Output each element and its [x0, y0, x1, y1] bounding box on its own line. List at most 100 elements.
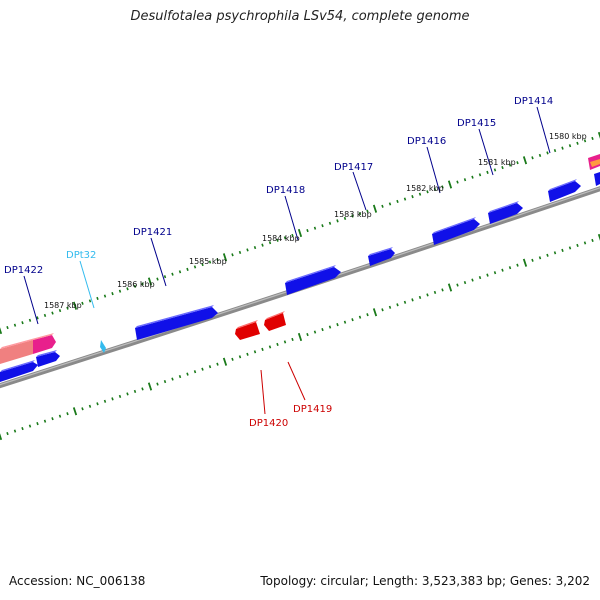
gene-dp1417[interactable]: [368, 249, 395, 266]
reverse-tick: [463, 280, 467, 285]
forward-tick: [358, 212, 362, 216]
gene-dp1414[interactable]: [548, 181, 581, 202]
reverse-tick: [583, 241, 587, 245]
reverse-tick: [36, 422, 39, 426]
label-dp1417[interactable]: DP1417: [334, 162, 373, 173]
gene-dp1415[interactable]: [488, 203, 523, 224]
forward-tick: [261, 243, 264, 247]
reverse-tick: [418, 295, 422, 299]
gene-dp1418[interactable]: [285, 267, 341, 295]
forward-tick: [156, 277, 159, 281]
gene-dp1421[interactable]: [135, 307, 218, 340]
reverse-tick: [426, 293, 429, 297]
forward-tick: [321, 224, 324, 228]
trna-dpt32[interactable]: [100, 340, 106, 353]
forward-tick: [81, 301, 84, 305]
forward-tick: [58, 309, 62, 313]
label-dp1415[interactable]: DP1415: [457, 118, 496, 129]
forward-tick: [343, 216, 347, 221]
forward-tick: [118, 289, 122, 293]
scale-label-1585: 1585 kbp: [189, 257, 227, 266]
reverse-tick: [13, 429, 17, 433]
forward-tick: [561, 146, 564, 150]
reverse-tick: [471, 278, 474, 282]
forward-tick: [6, 325, 9, 330]
reverse-tick: [171, 377, 174, 381]
reverse-tick: [186, 372, 189, 376]
label-dp1418[interactable]: DP1418: [266, 185, 305, 196]
forward-tick: [111, 292, 114, 296]
label-dp1422[interactable]: DP1422: [4, 265, 43, 276]
scale-label-1587: 1587 kbp: [44, 301, 82, 310]
reverse-tick-marks: [0, 233, 600, 441]
label-dp1419[interactable]: DP1419: [293, 404, 332, 415]
gene-labels: DP1414 DP1415 DP1416 DP1417 DP1418 DP142…: [4, 96, 553, 429]
forward-tick: [283, 236, 287, 240]
reverse-tick: [51, 417, 54, 421]
reverse-tick: [538, 256, 542, 260]
gene-dp1421-left[interactable]: [36, 352, 60, 367]
forward-tick: [103, 294, 107, 298]
gene-edge-right[interactable]: [594, 172, 600, 186]
reverse-tick: [261, 347, 264, 351]
highlighted-feature[interactable]: [0, 154, 600, 364]
forward-tick: [141, 282, 144, 286]
forward-tick: [246, 248, 249, 252]
reverse-tick: [222, 357, 228, 366]
forward-tick: [456, 180, 459, 184]
label-dp1414[interactable]: DP1414: [514, 96, 553, 107]
reverse-tick: [111, 397, 114, 401]
gene-dp1420[interactable]: [235, 322, 260, 340]
forward-tick: [276, 238, 279, 242]
reverse-tick: [372, 308, 378, 317]
reverse-tick: [126, 392, 129, 396]
forward-tick: [597, 131, 600, 139]
reverse-tick: [96, 402, 99, 406]
gene-dp1416[interactable]: [432, 219, 480, 245]
forward-tick: [66, 306, 69, 310]
reverse-tick: [178, 375, 182, 379]
forward-tick: [568, 144, 572, 148]
label-dp1420[interactable]: DP1420: [249, 418, 288, 429]
reverse-tick: [193, 370, 197, 374]
scale-label-1580: 1580 kbp: [549, 132, 587, 141]
scale-label-1586: 1586 kbp: [117, 280, 155, 289]
reverse-tick: [147, 382, 153, 391]
forward-tick: [538, 153, 542, 157]
reverse-tick: [351, 318, 354, 322]
reverse-tick: [238, 355, 242, 359]
accession-text: Accession: NC_006138: [9, 574, 146, 588]
forward-tick: [372, 204, 378, 213]
reverse-tick: [411, 298, 414, 302]
forward-tick: [336, 219, 339, 223]
forward-tick: [163, 275, 167, 279]
forward-tick: [178, 270, 182, 274]
reverse-tick: [231, 357, 234, 361]
reverse-tick: [246, 352, 249, 356]
forward-tick: [193, 265, 197, 269]
forward-tick: [403, 197, 407, 201]
forward-tick: [21, 321, 24, 325]
forward-tick: [553, 148, 557, 153]
reverse-tick: [403, 300, 407, 304]
reverse-tick: [291, 337, 294, 342]
reverse-tick: [276, 342, 279, 347]
reverse-tick: [456, 283, 459, 287]
reverse-tick: [561, 248, 564, 252]
forward-tick: [486, 170, 489, 174]
forward-tick: [478, 173, 482, 177]
reverse-tick: [21, 426, 24, 431]
forward-tick: [88, 299, 92, 303]
label-dpt32[interactable]: DPt32: [66, 250, 96, 261]
forward-tick: [522, 156, 528, 165]
reverse-tick: [0, 433, 3, 441]
gene-dp1419[interactable]: [264, 313, 286, 331]
label-dp1416[interactable]: DP1416: [407, 136, 446, 147]
forward-tick: [133, 284, 137, 288]
scale-label-1583: 1583 kbp: [334, 210, 372, 219]
gene-dp1422-segment[interactable]: [0, 362, 38, 382]
forward-tick: [28, 318, 32, 322]
reverse-tick: [133, 389, 137, 394]
label-dp1421[interactable]: DP1421: [133, 227, 172, 238]
